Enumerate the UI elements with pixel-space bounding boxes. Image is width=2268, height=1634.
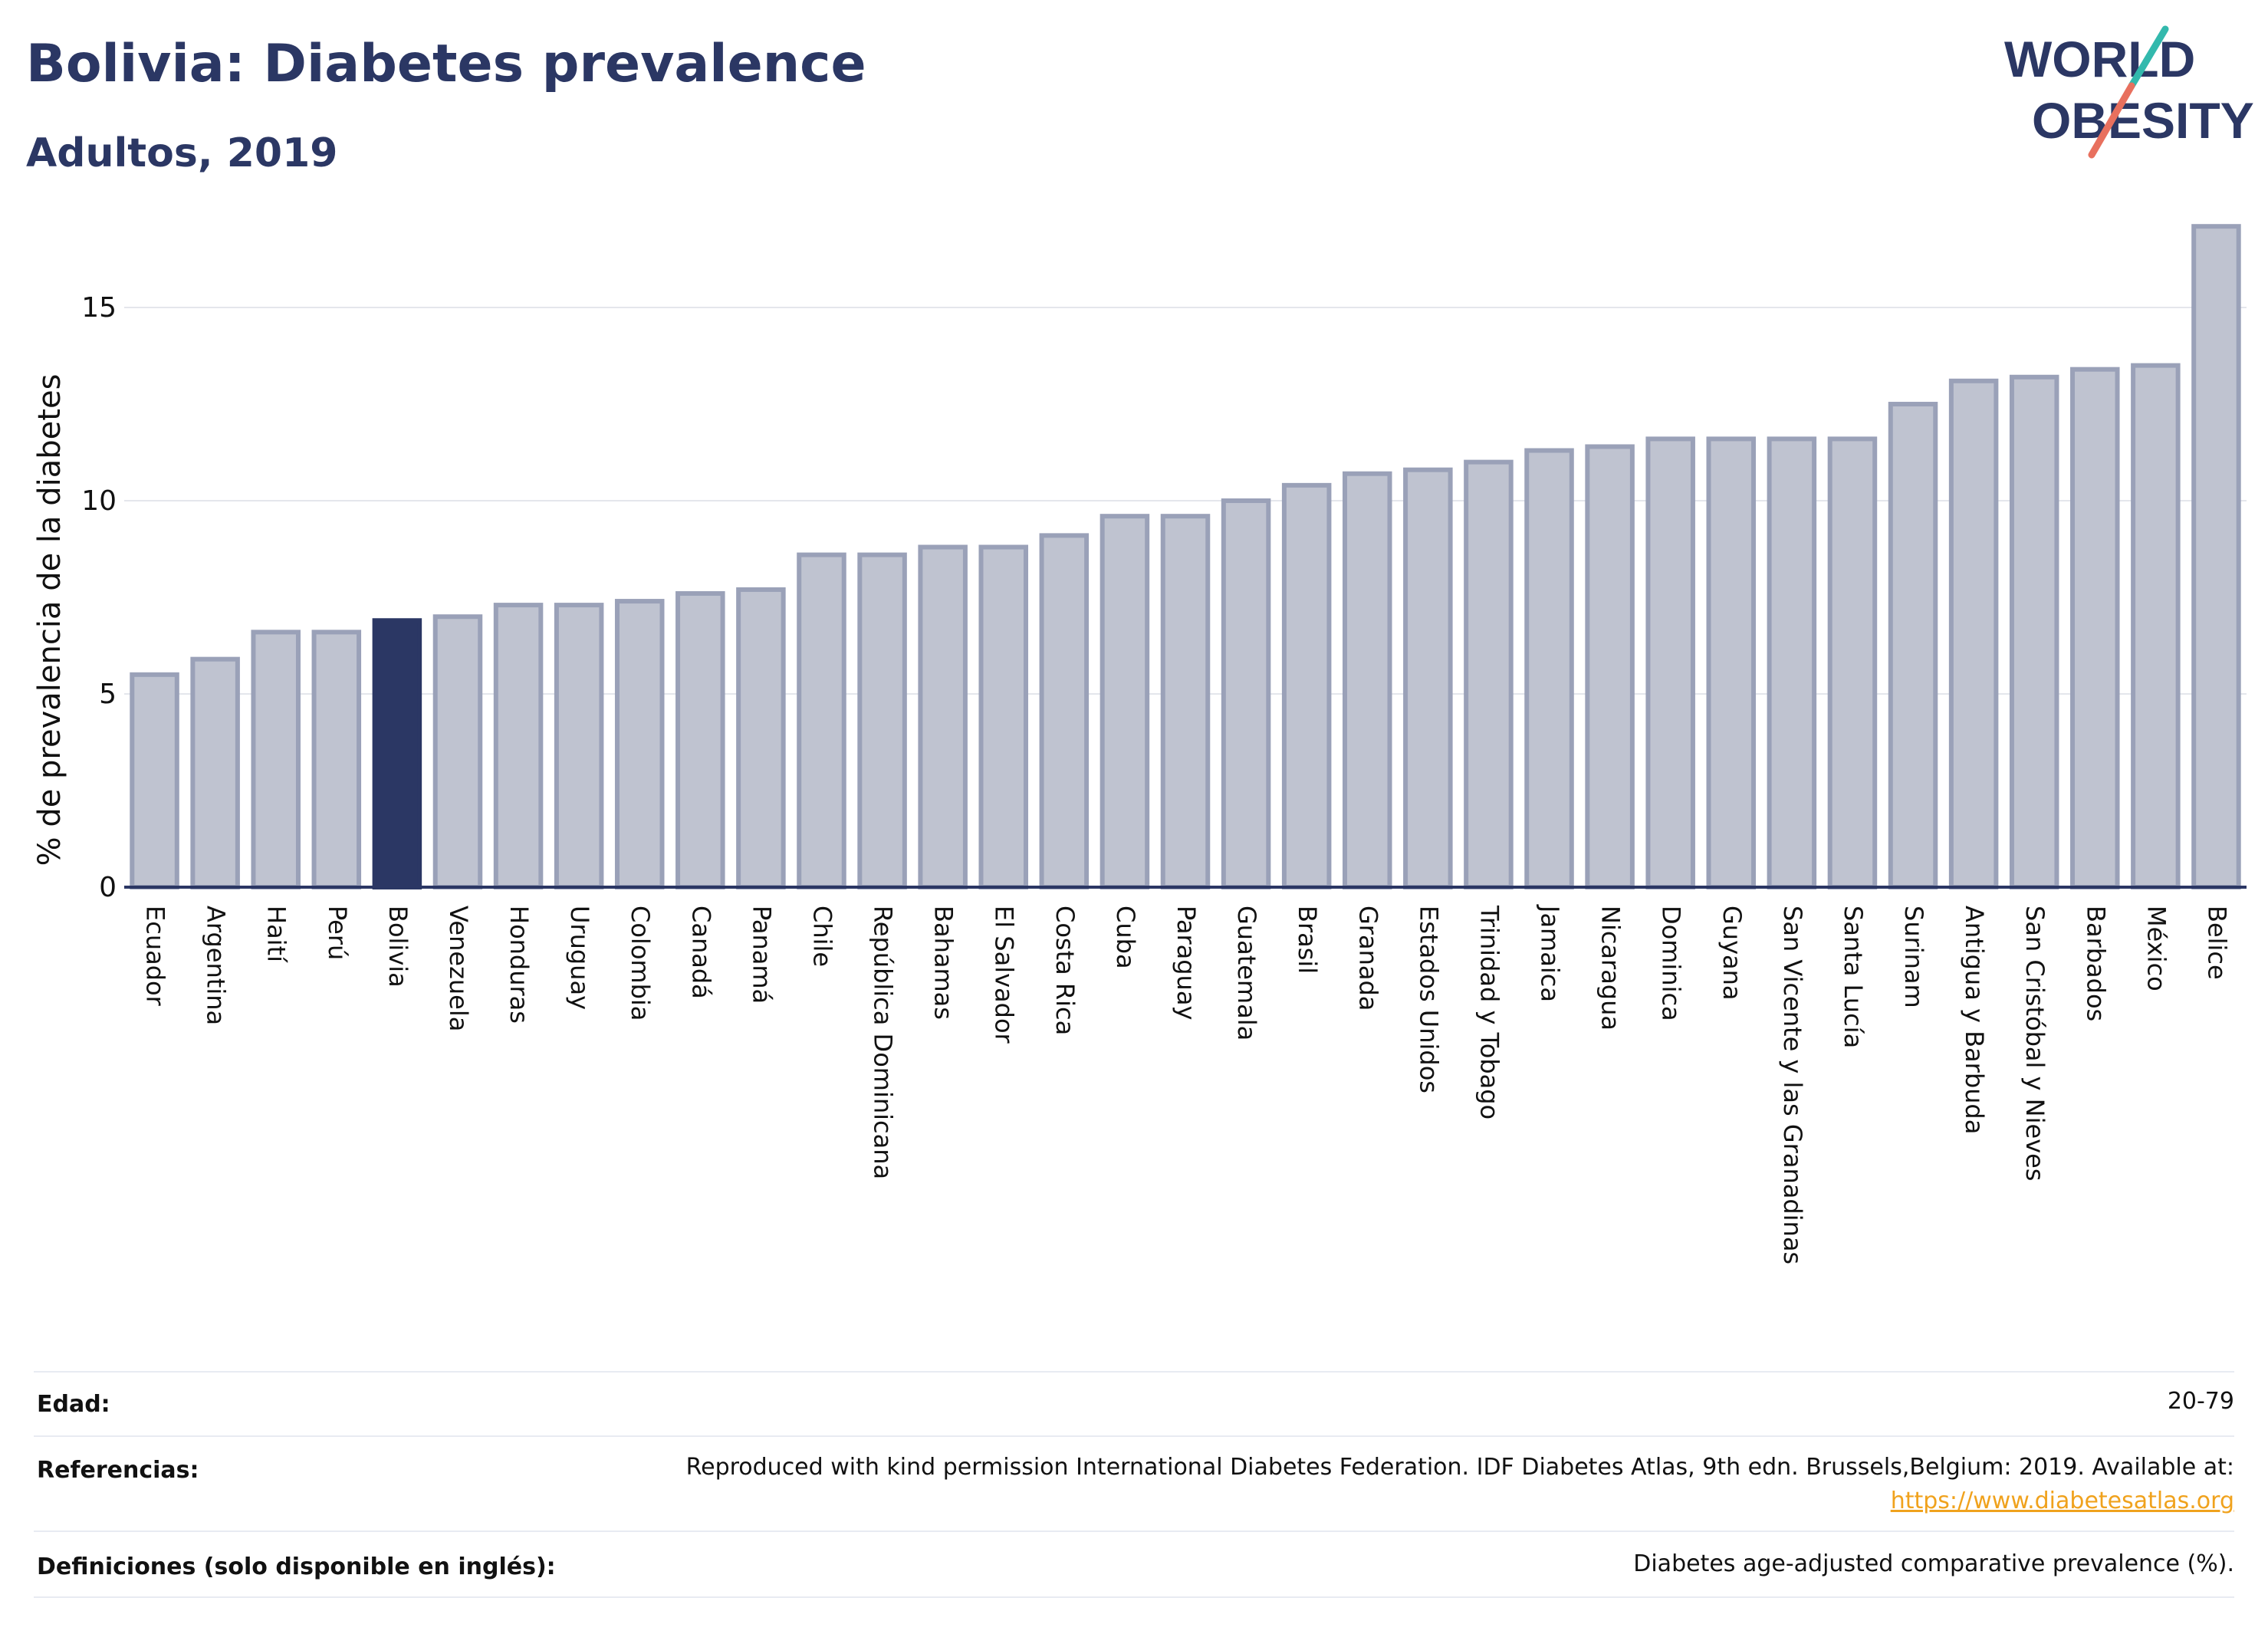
bar-costa-rica bbox=[1039, 533, 1090, 889]
category-label: Honduras bbox=[505, 906, 534, 1024]
category-label: Perú bbox=[323, 906, 352, 960]
y-ticks: 0 5 10 15 bbox=[81, 292, 117, 903]
category-label: San Vicente y las Granadinas bbox=[1778, 906, 1807, 1264]
category-label: Nicaragua bbox=[1596, 906, 1625, 1031]
bars bbox=[130, 224, 2241, 890]
bar-santa-lucía bbox=[1827, 436, 1878, 889]
bar-canadá bbox=[675, 590, 725, 890]
bar-honduras bbox=[493, 603, 544, 890]
bar-república-dominicana bbox=[857, 552, 907, 889]
category-label: Uruguay bbox=[565, 906, 594, 1010]
meta-row-definiciones: Definiciones (solo disponible en inglés)… bbox=[34, 1530, 2234, 1598]
bar-granada bbox=[1342, 471, 1392, 889]
category-label: Chile bbox=[807, 906, 837, 967]
bar-guatemala bbox=[1221, 498, 1271, 889]
category-label: Bolivia bbox=[383, 906, 413, 988]
bar-argentina bbox=[190, 656, 240, 889]
definiciones-label: Definiciones (solo disponible en inglés)… bbox=[37, 1553, 556, 1580]
category-label: Belice bbox=[2202, 906, 2231, 980]
edad-label: Edad: bbox=[37, 1391, 110, 1418]
category-label: Ecuador bbox=[141, 906, 170, 1007]
category-label: Jamaica bbox=[1536, 904, 1565, 1002]
category-label: Costa Rica bbox=[1050, 906, 1080, 1035]
bar-surinam bbox=[1888, 402, 1938, 889]
meta-row-referencias: Referencias: Reproduced with kind permis… bbox=[34, 1435, 2234, 1532]
category-label: República Dominicana bbox=[869, 906, 898, 1179]
bar-paraguay bbox=[1160, 514, 1211, 889]
bar-san-cristóbal-y-nieves bbox=[2009, 374, 2059, 889]
bar-panamá bbox=[736, 587, 786, 889]
bar-barbados bbox=[2070, 367, 2120, 889]
referencias-label: Referencias: bbox=[37, 1457, 199, 1484]
category-label: Colombia bbox=[626, 906, 655, 1021]
category-label: Estados Unidos bbox=[1414, 906, 1443, 1093]
bar-méxico bbox=[2131, 363, 2181, 889]
bar-bolivia bbox=[372, 618, 422, 889]
bar-cuba bbox=[1099, 514, 1150, 889]
bar-dominica bbox=[1645, 436, 1695, 889]
definiciones-value: Diabetes age-adjusted comparative preval… bbox=[1633, 1550, 2234, 1577]
category-labels: Ecuador Argentina Haití Perú Bolivia Venezuel… bbox=[141, 904, 2232, 1264]
world-obesity-logo: WORLD OBESITY bbox=[2004, 25, 2254, 159]
bar-chart: 0 5 10 15 Ecuador Argentina Haití Perú Bolivia V… bbox=[32, 224, 2247, 1264]
chart-title: Bolivia: Diabetes prevalence bbox=[26, 34, 866, 94]
category-label: Guyana bbox=[1717, 906, 1747, 1001]
meta-row-edad: Edad: 20-79 bbox=[34, 1371, 2234, 1437]
diabetesatlas-link[interactable]: https://www.diabetesatlas.org bbox=[1890, 1488, 2234, 1514]
y-tick-label: 15 bbox=[81, 292, 117, 324]
category-label: Guatemala bbox=[1232, 906, 1261, 1041]
category-label: Haití bbox=[262, 906, 291, 963]
bar-jamaica bbox=[1524, 448, 1574, 889]
bar-uruguay bbox=[554, 603, 604, 890]
category-label: Santa Lucía bbox=[1839, 906, 1868, 1048]
category-label: Bahamas bbox=[929, 906, 958, 1020]
category-label: Paraguay bbox=[1172, 906, 1201, 1020]
logo-slash-coral bbox=[2088, 82, 2135, 159]
category-label: Granada bbox=[1353, 906, 1382, 1011]
bar-antigua-y-barbuda bbox=[1948, 378, 1999, 889]
bar-haití bbox=[251, 630, 301, 889]
category-label: México bbox=[2141, 906, 2171, 991]
bar-chile bbox=[797, 552, 846, 889]
category-label: Cuba bbox=[1111, 906, 1140, 969]
bar-venezuela bbox=[432, 614, 483, 889]
logo-line-2: OBESITY bbox=[2032, 92, 2254, 149]
y-tick-label: 5 bbox=[99, 679, 117, 710]
category-label: El Salvador bbox=[990, 906, 1019, 1044]
bar-belice bbox=[2191, 224, 2241, 889]
category-label: Canadá bbox=[686, 906, 715, 999]
bar-estados-unidos bbox=[1403, 467, 1453, 889]
referencias-value: Reproduced with kind permission Internat… bbox=[686, 1451, 2234, 1518]
category-label: Argentina bbox=[202, 906, 231, 1025]
category-label: Dominica bbox=[1657, 906, 1686, 1021]
bar-nicaragua bbox=[1585, 444, 1635, 889]
category-label: Antigua y Barbuda bbox=[1960, 906, 1989, 1134]
bar-guyana bbox=[1706, 436, 1757, 889]
bar-el-salvador bbox=[978, 544, 1029, 889]
category-label: Brasil bbox=[1293, 906, 1322, 974]
bar-bahamas bbox=[918, 544, 968, 889]
bar-ecuador bbox=[130, 672, 179, 889]
category-label: Trinidad y Tobago bbox=[1474, 905, 1504, 1119]
edad-value: 20-79 bbox=[2167, 1388, 2234, 1415]
bar-trinidad-y-tobago bbox=[1464, 459, 1514, 889]
bar-san-vicente-y-las-granadinas bbox=[1767, 436, 1817, 889]
y-axis-title: % de prevalencia de la diabetes bbox=[32, 374, 67, 866]
bar-colombia bbox=[614, 599, 665, 889]
referencias-text: Reproduced with kind permission Internat… bbox=[685, 1454, 2234, 1481]
category-label: Panamá bbox=[747, 906, 776, 1004]
y-tick-label: 10 bbox=[81, 485, 117, 517]
logo-slash-teal bbox=[2128, 25, 2169, 90]
category-label: Surinam bbox=[1899, 906, 1928, 1008]
logo-line-1: WORLD bbox=[2004, 31, 2195, 87]
chart-subtitle: Adultos, 2019 bbox=[26, 130, 338, 176]
bar-perú bbox=[311, 630, 362, 889]
category-label: Venezuela bbox=[444, 906, 473, 1031]
y-tick-label: 0 bbox=[99, 872, 117, 903]
category-label: Barbados bbox=[2081, 906, 2110, 1021]
category-label: San Cristóbal y Nieves bbox=[2020, 906, 2049, 1181]
bar-brasil bbox=[1281, 482, 1332, 889]
